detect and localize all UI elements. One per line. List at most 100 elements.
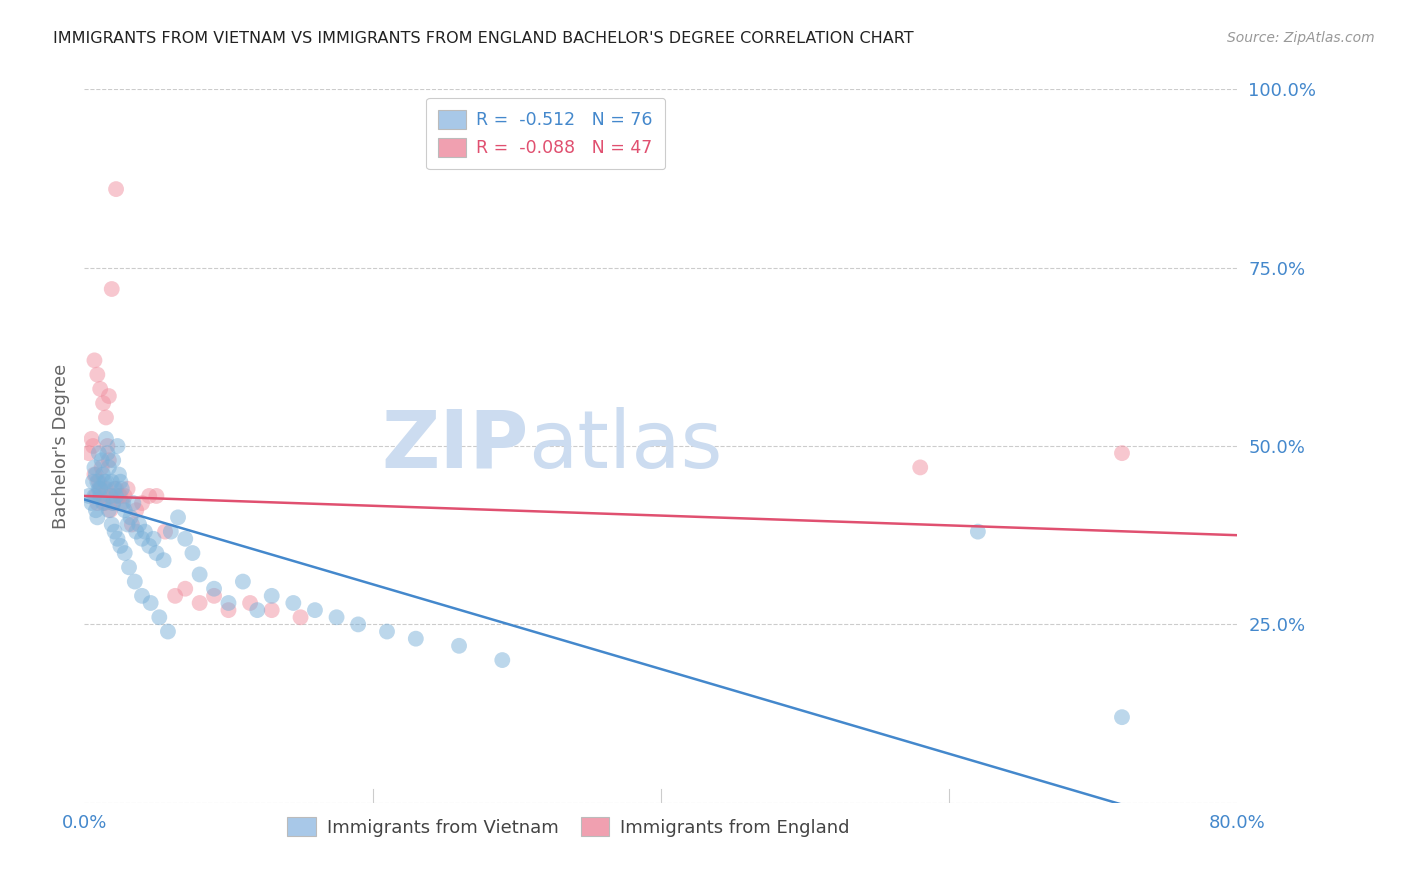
Point bbox=[89, 489, 111, 503]
Point bbox=[325, 610, 347, 624]
Point bbox=[125, 524, 148, 539]
Point bbox=[260, 603, 283, 617]
Point bbox=[108, 467, 131, 482]
Point bbox=[83, 467, 105, 482]
Point bbox=[107, 439, 129, 453]
Point bbox=[93, 475, 115, 489]
Point bbox=[138, 539, 160, 553]
Point bbox=[1111, 710, 1133, 724]
Point bbox=[91, 496, 114, 510]
Point bbox=[347, 617, 370, 632]
Point bbox=[188, 596, 211, 610]
Point bbox=[98, 489, 121, 503]
Point bbox=[304, 603, 326, 617]
Point bbox=[84, 489, 107, 503]
Point bbox=[80, 432, 103, 446]
Point bbox=[375, 624, 398, 639]
Point bbox=[87, 475, 110, 489]
Point bbox=[87, 482, 110, 496]
Point bbox=[91, 489, 114, 503]
Point bbox=[94, 475, 117, 489]
Legend: Immigrants from Vietnam, Immigrants from England: Immigrants from Vietnam, Immigrants from… bbox=[280, 809, 858, 844]
Point bbox=[121, 517, 143, 532]
Point bbox=[83, 353, 105, 368]
Point bbox=[246, 603, 269, 617]
Point bbox=[232, 574, 254, 589]
Point bbox=[118, 560, 141, 574]
Point bbox=[100, 475, 122, 489]
Point bbox=[100, 282, 122, 296]
Point bbox=[117, 482, 139, 496]
Point bbox=[86, 510, 108, 524]
Point bbox=[93, 496, 115, 510]
Point bbox=[103, 496, 124, 510]
Point bbox=[107, 532, 129, 546]
Point bbox=[1111, 446, 1133, 460]
Point bbox=[97, 389, 120, 403]
Point bbox=[114, 489, 136, 503]
Point bbox=[86, 496, 108, 510]
Point bbox=[112, 496, 135, 510]
Point bbox=[105, 482, 128, 496]
Point bbox=[181, 546, 204, 560]
Point bbox=[290, 610, 312, 624]
Point bbox=[138, 489, 160, 503]
Text: atlas: atlas bbox=[529, 407, 723, 485]
Point bbox=[96, 446, 118, 460]
Point bbox=[83, 489, 105, 503]
Point bbox=[139, 596, 162, 610]
Point bbox=[83, 460, 105, 475]
Point bbox=[77, 489, 100, 503]
Point bbox=[167, 510, 190, 524]
Text: Source: ZipAtlas.com: Source: ZipAtlas.com bbox=[1227, 31, 1375, 45]
Point bbox=[283, 596, 305, 610]
Point bbox=[142, 532, 165, 546]
Point bbox=[89, 482, 111, 496]
Point bbox=[145, 546, 167, 560]
Point bbox=[77, 446, 100, 460]
Point bbox=[110, 539, 132, 553]
Point bbox=[117, 517, 139, 532]
Point bbox=[100, 489, 122, 503]
Point bbox=[91, 467, 114, 482]
Point bbox=[202, 582, 225, 596]
Point bbox=[100, 517, 122, 532]
Point bbox=[87, 446, 110, 460]
Point bbox=[165, 589, 187, 603]
Point bbox=[94, 410, 117, 425]
Point bbox=[89, 382, 111, 396]
Point bbox=[124, 574, 146, 589]
Point bbox=[174, 532, 197, 546]
Point bbox=[131, 589, 153, 603]
Point bbox=[491, 653, 513, 667]
Point bbox=[131, 532, 153, 546]
Point bbox=[97, 453, 120, 467]
Point bbox=[86, 368, 108, 382]
Y-axis label: Bachelor's Degree: Bachelor's Degree bbox=[52, 363, 70, 529]
Point bbox=[114, 546, 136, 560]
Point bbox=[110, 475, 132, 489]
Point bbox=[239, 596, 262, 610]
Text: ZIP: ZIP bbox=[381, 407, 529, 485]
Point bbox=[103, 496, 124, 510]
Point bbox=[90, 453, 112, 467]
Point bbox=[96, 439, 118, 453]
Point bbox=[449, 639, 471, 653]
Point bbox=[148, 610, 170, 624]
Point bbox=[156, 624, 179, 639]
Point bbox=[218, 603, 240, 617]
Point bbox=[82, 439, 104, 453]
Point bbox=[967, 524, 990, 539]
Point bbox=[111, 482, 134, 496]
Point bbox=[145, 489, 167, 503]
Point bbox=[105, 489, 128, 503]
Point bbox=[153, 524, 176, 539]
Point bbox=[104, 482, 127, 496]
Point bbox=[188, 567, 211, 582]
Point bbox=[86, 475, 108, 489]
Point bbox=[128, 517, 150, 532]
Point bbox=[260, 589, 283, 603]
Point bbox=[160, 524, 183, 539]
Point bbox=[111, 496, 134, 510]
Point bbox=[108, 489, 131, 503]
